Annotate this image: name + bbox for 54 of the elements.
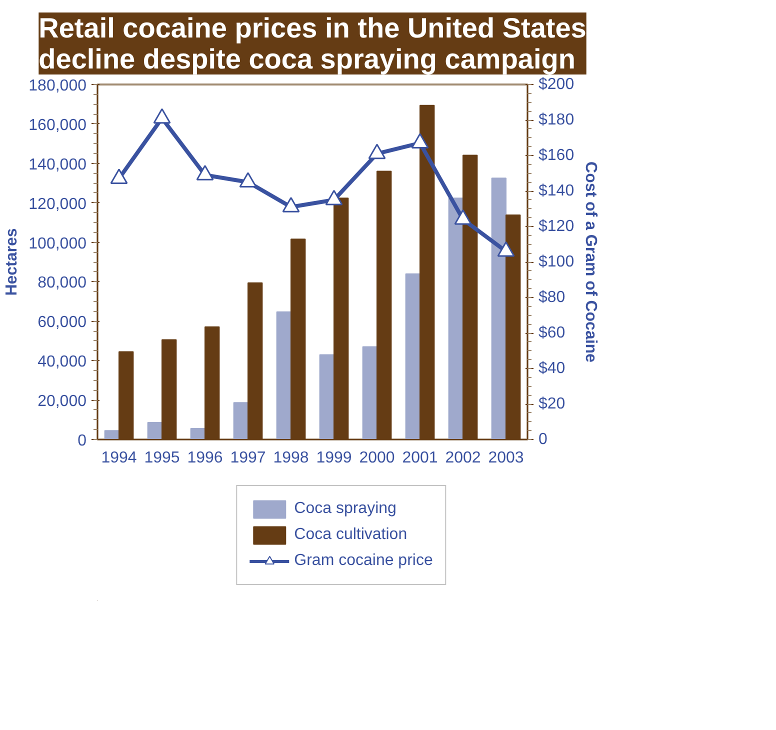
point (239, 172, 257, 188)
point (411, 133, 429, 148)
bar (319, 354, 334, 440)
x-tick-label: 1994 (101, 450, 137, 466)
legend-label: Coca spraying (294, 500, 396, 518)
y2-tick-label: $60 (538, 324, 566, 342)
y-tick-label: 60,000 (38, 314, 87, 332)
y2-tick-label: 0 (538, 431, 548, 448)
point (497, 241, 515, 257)
y2-tick-label: $100 (538, 254, 574, 270)
point (368, 144, 386, 160)
x-tick-label: 1999 (316, 450, 352, 466)
y2-axis-title: Cost of a Gram of Cocaine (582, 162, 600, 363)
bar (491, 178, 506, 440)
y2-tick-label: $20 (538, 396, 566, 412)
x-tick-label: 2002 (445, 450, 481, 466)
point (196, 165, 214, 180)
chart-title: Retail cocaine prices in the United States decline despite coca spraying campaign (38, 12, 586, 74)
point (325, 190, 343, 206)
x-tick-label: 2000 (359, 450, 395, 466)
legend-label: Coca cultivation (294, 526, 408, 544)
y2-tick-label: $80 (538, 289, 566, 306)
bar (362, 346, 378, 440)
y-tick-label: 0 (78, 432, 87, 450)
y-tick-label: 20,000 (38, 393, 87, 410)
y-tick-label: 40,000 (38, 354, 87, 371)
y-tick-label: 80,000 (38, 274, 87, 292)
x-tick-label: 1998 (273, 450, 309, 466)
y2-tick-label: $200 (538, 76, 574, 93)
point (110, 168, 128, 184)
bar (147, 422, 162, 440)
x-tick-label: 1997 (230, 450, 266, 466)
y2-tick-label: $140 (538, 182, 574, 200)
point (153, 108, 171, 124)
x-tick-label: 1996 (187, 450, 223, 466)
bar (405, 273, 420, 440)
bar (233, 402, 248, 440)
legend-label: Gram cocaine price (294, 552, 433, 570)
x-tick-label: 2001 (402, 450, 438, 466)
y-tick-label: 120,000 (28, 196, 87, 213)
y-tick-label: 180,000 (28, 78, 87, 94)
y-tick-label: 100,000 (28, 235, 87, 252)
y-tick-label: 160,000 (28, 116, 87, 134)
x-tick-label: 2003 (488, 450, 524, 466)
point (454, 209, 472, 225)
y2-tick-label: $120 (538, 218, 574, 235)
y2-tick-label: $160 (538, 147, 574, 164)
y-tick-label: 140,000 (28, 156, 87, 174)
x-tick-label: 1995 (144, 450, 180, 466)
y-axis-title: Hectares (4, 228, 21, 296)
y2-tick-label: $40 (538, 360, 566, 377)
y2-tick-label: $180 (538, 112, 574, 128)
bar (276, 311, 292, 440)
point (282, 196, 300, 212)
